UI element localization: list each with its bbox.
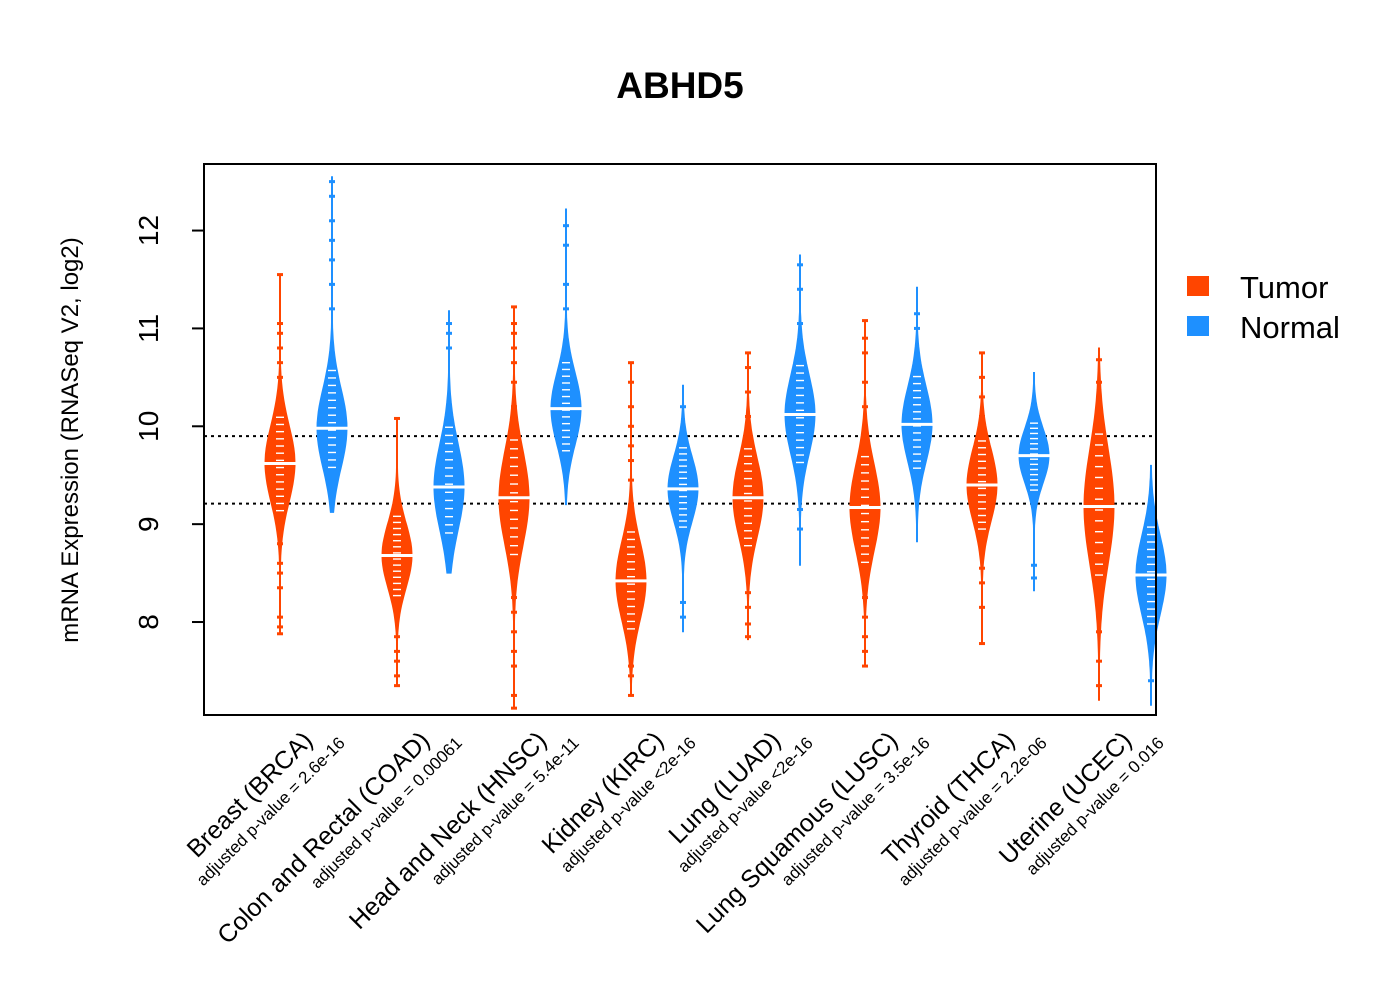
y-axis-label: mRNA Expression (RNASeq V2, log2) [57,237,84,643]
y-tick-label: 11 [133,314,164,343]
normal-bean [433,310,465,574]
legend: Tumor Normal [1187,270,1340,345]
normal-bean [1135,464,1167,706]
tumor-bean [498,306,530,709]
y-tick-label: 12 [133,215,164,246]
chart-title: ABHD5 [616,65,743,106]
tumor-bean [615,362,647,696]
bean-group: Uterine (UCEC)adjusted p-value = 0.016 [994,347,1169,879]
tumor-bean [1083,347,1115,701]
plot-frame [203,163,1157,716]
tumor-bean [849,320,881,667]
bean-group: Breast (BRCA)adjusted p-value = 2.6e-16 [182,176,350,890]
y-tick-label: 9 [133,516,164,532]
normal-bean [550,208,582,506]
normal-bean [316,176,348,513]
tumor-bean [264,274,296,635]
legend-label-normal: Normal [1240,310,1340,345]
y-tick-label: 10 [133,411,164,442]
legend-swatch-normal [1187,316,1209,336]
y-tick-label: 8 [133,614,164,630]
bean-group: Lung (LUAD)adjusted p-value <2e-16 [663,254,818,876]
normal-bean [1018,372,1050,592]
normal-bean [901,286,933,543]
plot-area: 8 9 10 11 12 Breast (BRCA)adjusted p-value = … [133,176,1169,950]
legend-swatch-tumor [1187,276,1209,296]
legend-label-tumor: Tumor [1240,270,1328,305]
tumor-bean [381,418,413,687]
